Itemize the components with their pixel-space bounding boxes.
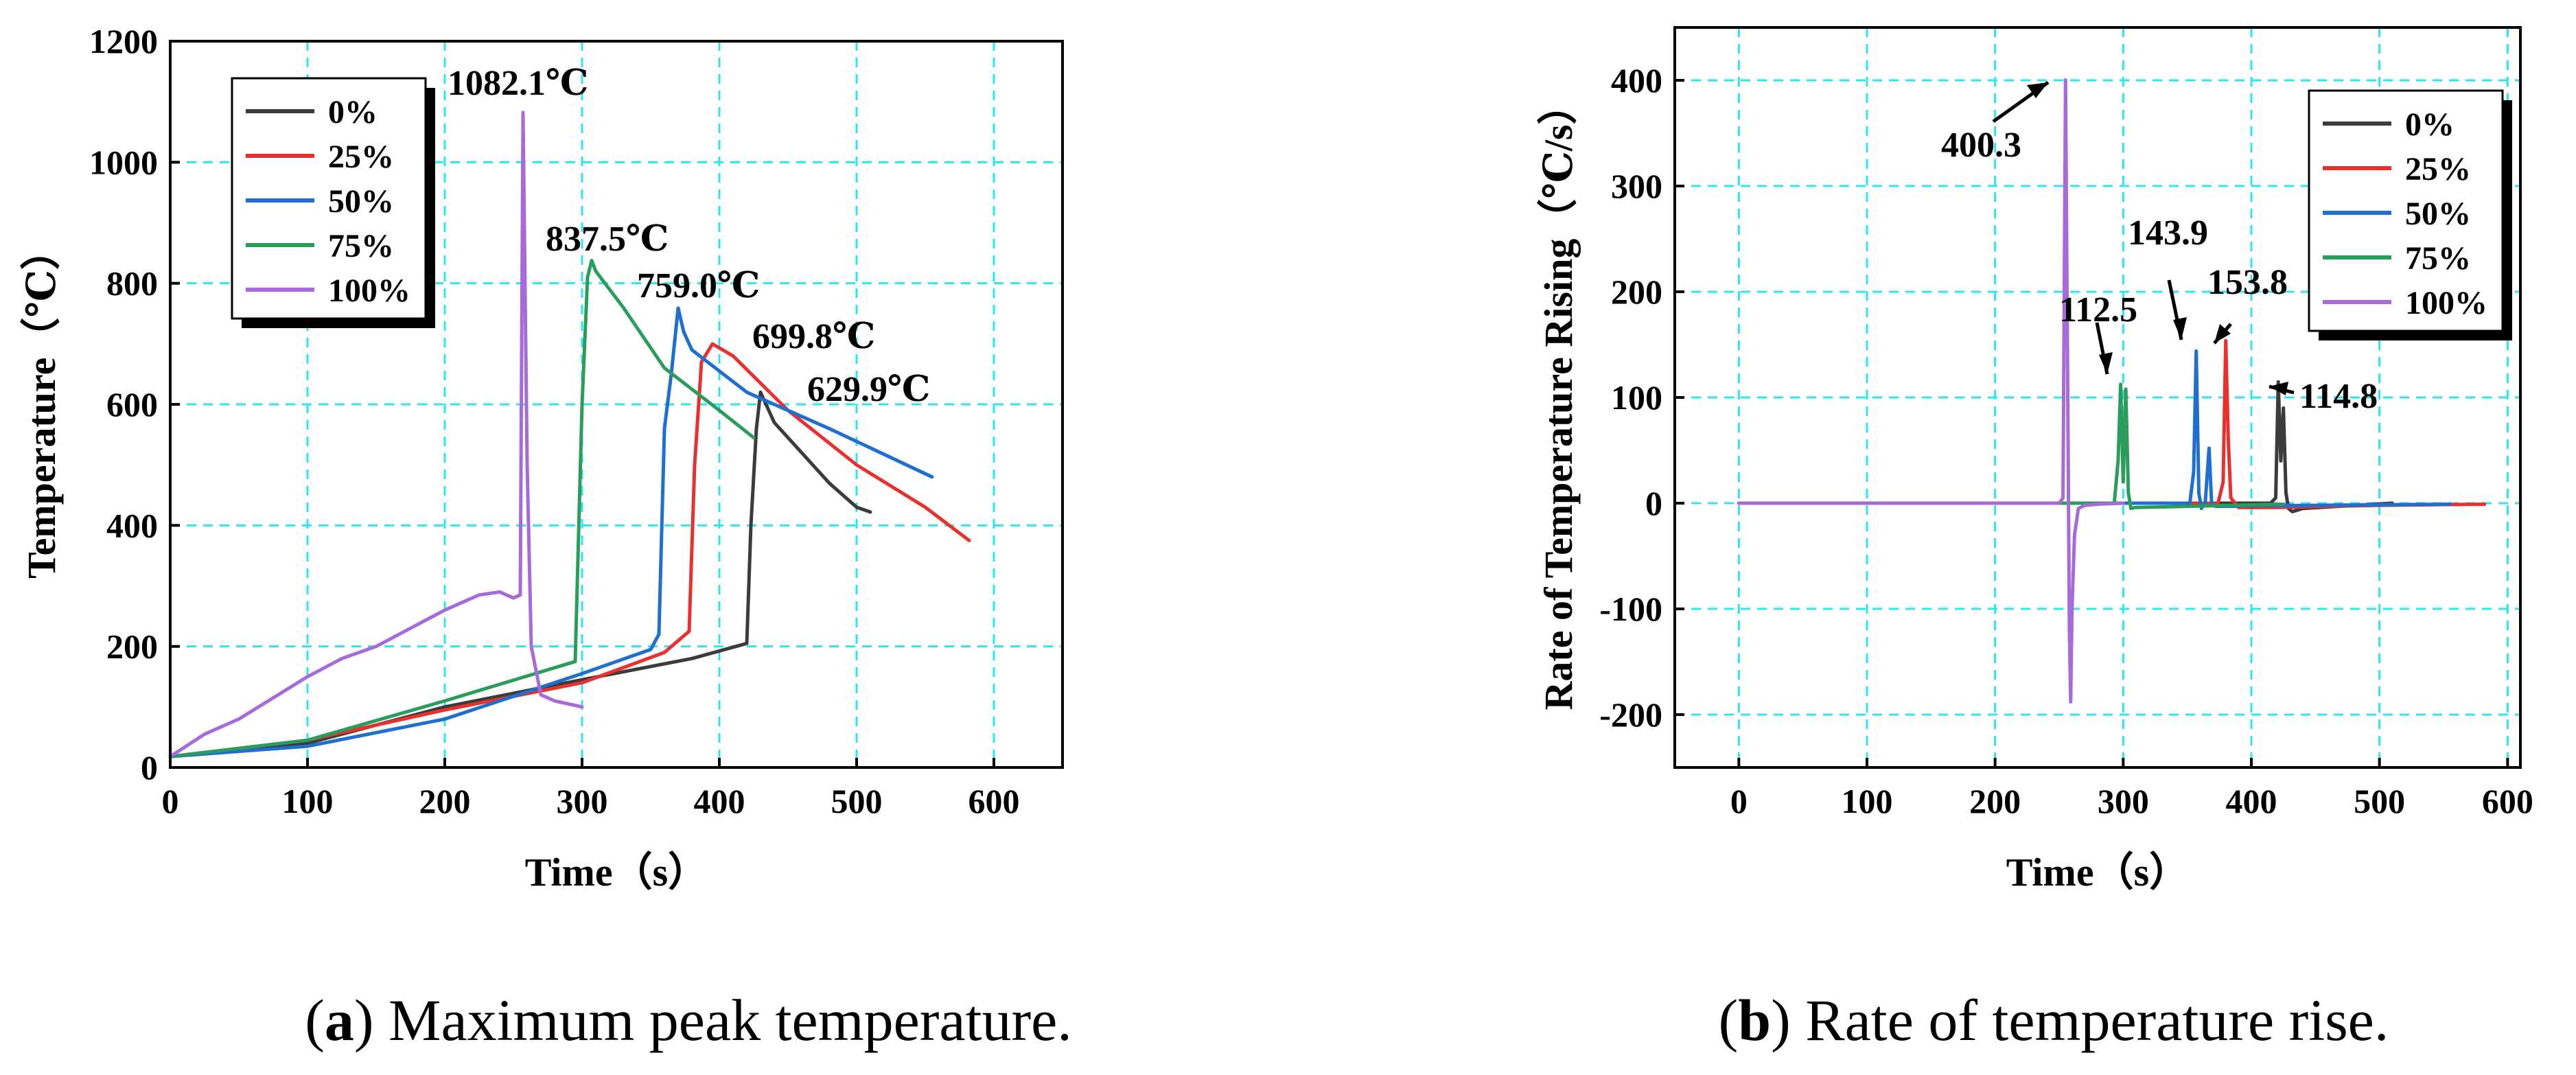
a-y-tick-label-5: 1000 <box>89 143 158 181</box>
b-y-tick-label-6: 400 <box>1611 61 1662 100</box>
b-grid <box>1675 27 2520 767</box>
b-legend: 0% 25% 50% 75% 100% <box>2308 89 2512 340</box>
a-annotation-25: 699.8℃ <box>752 317 875 356</box>
b-y-tick-label-3: 100 <box>1611 378 1662 417</box>
a-x-tick-label-4: 400 <box>694 782 745 820</box>
b-y-tick-label-2: 0 <box>1645 484 1662 522</box>
a-legend-label-0: 0% <box>328 94 378 130</box>
a-x-tick-label-6: 600 <box>968 782 1020 820</box>
a-annotation-100: 1082.1℃ <box>448 64 588 103</box>
a-caption: (a) Maximum peak temperature. <box>305 987 1072 1053</box>
a-annotation-50: 759.0℃ <box>637 266 760 305</box>
b-series-line-3 <box>1737 382 2286 511</box>
b-y-tick-label-4: 200 <box>1611 273 1662 311</box>
a-x-axis-title: Time（s） <box>525 850 708 894</box>
a-legend-label-2: 50% <box>328 183 394 220</box>
b-arrowhead-25 <box>2214 324 2231 343</box>
b-caption-text: ) Rate of temperature rise. <box>1771 987 2389 1053</box>
a-series-line-1 <box>168 342 971 759</box>
b-y-axis-title: Rate of Temperature Rising（℃/s） <box>1536 84 1581 710</box>
b-annotation-50: 143.9 <box>2128 213 2208 253</box>
b-annotation-0: 114.8 <box>2299 377 2378 416</box>
b-legend-label-1: 25% <box>2405 151 2471 187</box>
a-legend-label-1: 25% <box>328 139 394 175</box>
b-legend-label-0: 0% <box>2405 106 2455 143</box>
a-y-axis-title: Temperature（℃） <box>19 230 64 579</box>
b-legend-label-4: 100% <box>2405 285 2487 321</box>
b-y-tick-label-1: -100 <box>1599 590 1662 628</box>
a-series-line-4 <box>168 111 584 759</box>
a-annotation-0: 629.9℃ <box>807 370 930 409</box>
a-x-tick-label-5: 500 <box>831 782 883 820</box>
b-y-tick-label-5: 300 <box>1611 167 1662 205</box>
a-y-tick-label-1: 200 <box>106 627 158 666</box>
panel-b: 0 100 200 300 400 500 600 -200 -100 0 100 200 300 400… <box>1536 26 2533 1053</box>
b-legend-label-2: 50% <box>2405 196 2471 232</box>
a-y-tick-label-2: 400 <box>106 506 158 544</box>
b-ticks: 0 100 200 300 400 500 600 -200 -100 0 100 200 300 400 <box>1599 61 2533 820</box>
b-annotation-arrowheads <box>2027 82 2288 395</box>
b-legend-label-3: 75% <box>2405 240 2471 277</box>
a-x-tick-label-1: 100 <box>282 782 334 820</box>
a-series-line-2 <box>168 306 934 759</box>
b-x-tick-label-1: 100 <box>1842 782 1893 820</box>
a-y-tick-label-4: 800 <box>106 264 158 303</box>
b-x-tick-label-6: 600 <box>2482 782 2533 820</box>
b-caption: (b) Rate of temperature rise. <box>1719 987 2389 1053</box>
a-legend-label-4: 100% <box>328 273 410 309</box>
a-series <box>168 111 971 759</box>
b-arrowhead-50 <box>2173 317 2187 340</box>
b-x-tick-label-3: 300 <box>2098 782 2149 820</box>
a-x-tick-label-0: 0 <box>162 782 179 820</box>
a-y-tick-label-6: 1200 <box>89 22 158 60</box>
b-series-line-2 <box>1737 349 2452 511</box>
b-series <box>1737 78 2487 704</box>
b-annotation-25: 153.8 <box>2207 263 2288 302</box>
b-x-tick-label-4: 400 <box>2226 782 2277 820</box>
a-caption-label: a <box>325 987 354 1053</box>
a-legend: 0% 25% 50% 75% 100% <box>231 77 435 328</box>
panel-a: 0 100 200 300 400 500 600 0 200 400 600 800 1000 1200… <box>19 22 1072 1053</box>
b-x-tick-label-2: 200 <box>1969 782 2021 820</box>
b-annotation-100: 400.3 <box>1941 126 2021 165</box>
a-x-tick-label-2: 200 <box>419 782 471 820</box>
a-legend-label-3: 75% <box>328 228 394 264</box>
b-arrowhead-0 <box>2269 382 2288 395</box>
b-x-axis-title: Time（s） <box>2006 850 2189 894</box>
b-series-line-4 <box>1737 78 2125 704</box>
a-x-tick-label-3: 300 <box>557 782 608 820</box>
b-series-line-1 <box>1737 338 2487 509</box>
a-y-tick-label-0: 0 <box>141 748 158 787</box>
b-series-line-0 <box>1737 380 2394 513</box>
b-caption-label: b <box>1738 987 1771 1053</box>
a-series-line-3 <box>168 259 756 759</box>
b-x-tick-label-0: 0 <box>1730 782 1748 820</box>
a-caption-text: ) Maximum peak temperature. <box>354 987 1072 1053</box>
b-y-tick-label-0: -200 <box>1599 695 1662 734</box>
b-arrowhead-100 <box>2027 82 2048 98</box>
b-x-tick-label-5: 500 <box>2354 782 2405 820</box>
a-annotation-75: 837.5℃ <box>546 220 669 259</box>
b-arrowhead-75 <box>2099 352 2113 374</box>
a-series-line-0 <box>168 390 872 759</box>
a-y-tick-label-3: 600 <box>106 385 158 424</box>
b-annotation-75: 112.5 <box>2059 290 2137 330</box>
a-ticks: 0 100 200 300 400 500 600 0 200 400 600 800 1000 1200 <box>89 22 1020 820</box>
